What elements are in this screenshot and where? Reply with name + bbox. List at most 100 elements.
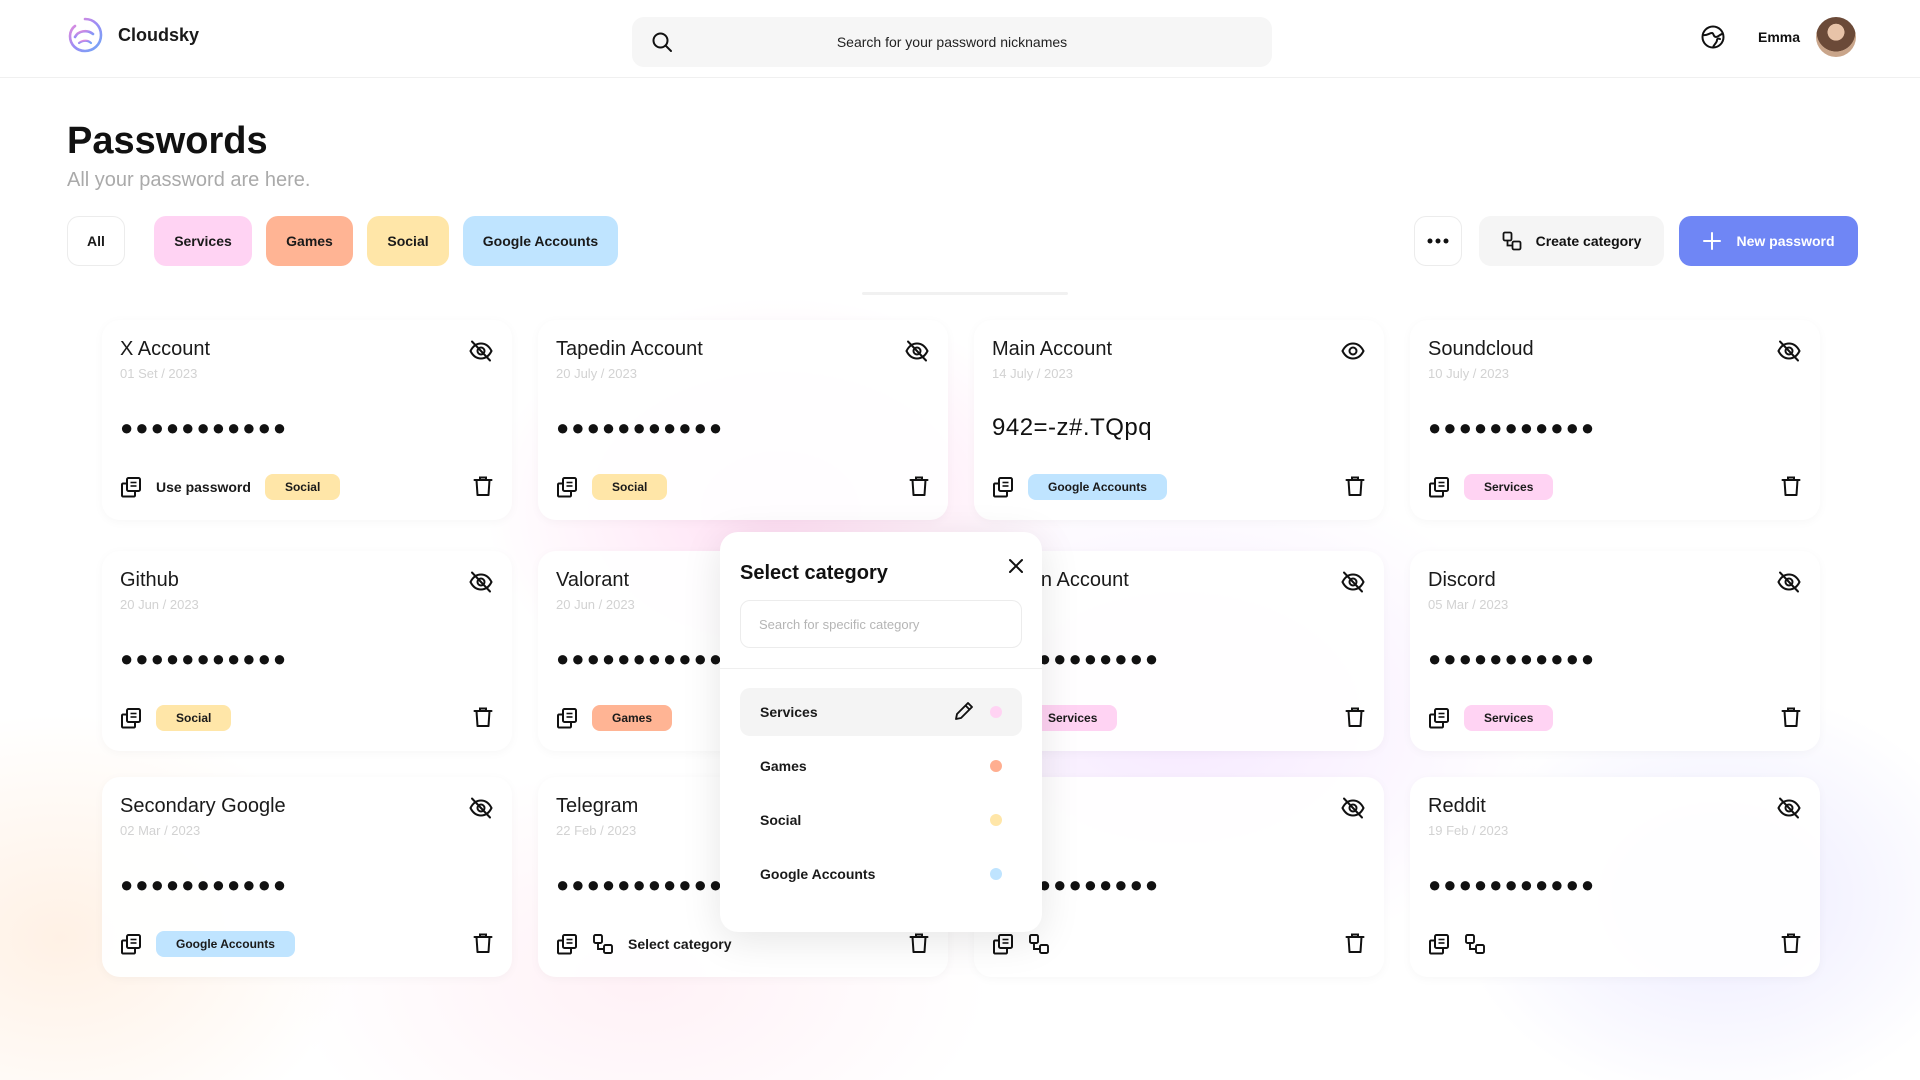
copy-icon[interactable] <box>556 707 578 729</box>
copy-password-button[interactable] <box>992 476 1014 498</box>
delete-button[interactable] <box>1344 475 1366 502</box>
delete-button[interactable] <box>908 932 930 959</box>
select-category-button[interactable] <box>1464 933 1486 955</box>
trash-icon[interactable] <box>1344 932 1366 954</box>
category-tag[interactable]: Social <box>156 705 232 731</box>
delete-button[interactable] <box>1780 475 1802 502</box>
app-logo[interactable]: Cloudsky <box>66 16 199 54</box>
copy-password-button[interactable] <box>1428 707 1450 729</box>
filter-google-accounts[interactable]: Google Accounts <box>463 216 618 266</box>
password-card[interactable]: Github 20 Jun / 2023 ●●●●●●●●●●● Social <box>102 551 512 751</box>
category-tag[interactable]: Services <box>1464 705 1554 731</box>
trash-icon[interactable] <box>472 932 494 954</box>
copy-icon[interactable] <box>992 933 1014 955</box>
trash-icon[interactable] <box>472 475 494 497</box>
copy-icon[interactable] <box>1428 476 1450 498</box>
filter-games[interactable]: Games <box>266 216 353 266</box>
delete-button[interactable] <box>1780 706 1802 733</box>
password-card[interactable]: Reddit 19 Feb / 2023 ●●●●●●●●●●● <box>1410 777 1820 977</box>
copy-icon[interactable] <box>992 476 1014 498</box>
eye-off-icon[interactable] <box>904 338 930 364</box>
copy-icon[interactable] <box>120 933 142 955</box>
delete-button[interactable] <box>1344 706 1366 733</box>
trash-icon[interactable] <box>472 706 494 728</box>
copy-icon[interactable] <box>556 476 578 498</box>
trash-icon[interactable] <box>1344 475 1366 497</box>
eye-off-icon[interactable] <box>1776 795 1802 821</box>
trash-icon[interactable] <box>1780 475 1802 497</box>
toggle-visibility-button[interactable] <box>1776 795 1802 826</box>
toggle-visibility-button[interactable] <box>1340 795 1366 826</box>
category-tag[interactable]: Google Accounts <box>1028 474 1167 500</box>
copy-icon[interactable] <box>120 707 142 729</box>
eye-icon[interactable] <box>1340 338 1366 364</box>
password-card[interactable]: Discord 05 Mar / 2023 ●●●●●●●●●●● Services <box>1410 551 1820 751</box>
copy-password-button[interactable] <box>556 707 578 729</box>
password-card[interactable]: X Account 01 Set / 2023 ●●●●●●●●●●● Use pas… <box>102 320 512 520</box>
card-action-label[interactable]: Use password <box>156 479 251 495</box>
category-tag[interactable]: Services <box>1464 474 1554 500</box>
copy-icon[interactable] <box>1428 933 1450 955</box>
toggle-visibility-button[interactable] <box>1340 338 1366 369</box>
category-tag[interactable]: Social <box>592 474 668 500</box>
filter-all[interactable]: All <box>67 216 125 266</box>
trash-icon[interactable] <box>908 932 930 954</box>
copy-icon[interactable] <box>120 476 142 498</box>
create-category-button[interactable]: Create category <box>1479 216 1664 266</box>
delete-button[interactable] <box>1344 932 1366 959</box>
delete-button[interactable] <box>472 475 494 502</box>
pencil-icon[interactable] <box>952 699 976 723</box>
password-card[interactable]: Tapedin Account 20 July / 2023 ●●●●●●●●●●●… <box>538 320 948 520</box>
copy-password-button[interactable] <box>120 476 142 498</box>
category-tag[interactable]: Google Accounts <box>156 931 295 957</box>
toggle-visibility-button[interactable] <box>904 338 930 369</box>
trash-icon[interactable] <box>1780 932 1802 954</box>
select-category-button[interactable] <box>592 933 614 955</box>
filter-social[interactable]: Social <box>367 216 449 266</box>
eye-off-icon[interactable] <box>468 795 494 821</box>
copy-password-button[interactable] <box>1428 933 1450 955</box>
toggle-visibility-button[interactable] <box>1776 338 1802 369</box>
category-option[interactable]: Social <box>740 796 1022 844</box>
eye-off-icon[interactable] <box>1340 795 1366 821</box>
close-icon[interactable] <box>1006 556 1026 576</box>
category-icon[interactable] <box>1028 933 1050 955</box>
category-icon[interactable] <box>1464 933 1486 955</box>
password-card[interactable]: m/ 2023●●●●●●●●●●● <box>974 777 1384 977</box>
copy-icon[interactable] <box>556 933 578 955</box>
password-card[interactable]: Soundcloud 10 July / 2023 ●●●●●●●●●●● Servi… <box>1410 320 1820 520</box>
toggle-visibility-button[interactable] <box>468 569 494 600</box>
eye-off-icon[interactable] <box>1340 569 1366 595</box>
trash-icon[interactable] <box>1780 706 1802 728</box>
select-category-button[interactable] <box>1028 933 1050 955</box>
trash-icon[interactable] <box>908 475 930 497</box>
category-tag[interactable]: Games <box>592 705 673 731</box>
eye-off-icon[interactable] <box>1776 569 1802 595</box>
search-input[interactable] <box>632 17 1272 67</box>
eye-off-icon[interactable] <box>468 569 494 595</box>
delete-button[interactable] <box>1780 932 1802 959</box>
copy-password-button[interactable] <box>556 476 578 498</box>
copy-password-button[interactable] <box>992 933 1014 955</box>
copy-password-button[interactable] <box>556 933 578 955</box>
globe-icon[interactable] <box>1700 24 1726 50</box>
search-bar[interactable] <box>632 17 1272 67</box>
category-icon[interactable] <box>592 933 614 955</box>
toggle-visibility-button[interactable] <box>468 338 494 369</box>
trash-icon[interactable] <box>1344 706 1366 728</box>
more-options-button[interactable] <box>1414 216 1462 266</box>
password-card[interactable]: Secondary Google 02 Mar / 2023 ●●●●●●●●●●●… <box>102 777 512 977</box>
avatar[interactable] <box>1816 17 1856 57</box>
eye-off-icon[interactable] <box>1776 338 1802 364</box>
category-option[interactable]: Services <box>740 688 1022 736</box>
card-action-label[interactable]: Select category <box>628 936 732 952</box>
new-password-button[interactable]: New password <box>1679 216 1858 266</box>
filter-services[interactable]: Services <box>154 216 252 266</box>
copy-password-button[interactable] <box>120 933 142 955</box>
password-card[interactable]: Main Account 14 July / 2023 942=-z#.TQpq Go… <box>974 320 1384 520</box>
category-option[interactable]: Games <box>740 742 1022 790</box>
category-tag[interactable]: Services <box>1028 705 1118 731</box>
toggle-visibility-button[interactable] <box>468 795 494 826</box>
toggle-visibility-button[interactable] <box>1340 569 1366 600</box>
category-option[interactable]: Google Accounts <box>740 850 1022 898</box>
